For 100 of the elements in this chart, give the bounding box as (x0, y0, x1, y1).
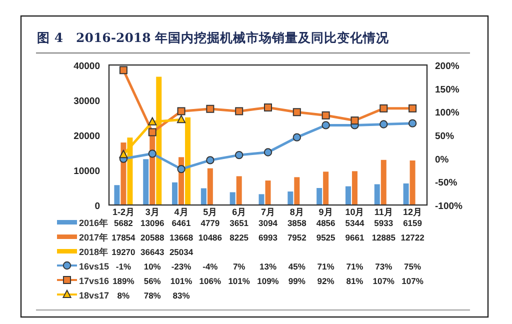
data-label: 71% (346, 262, 364, 272)
data-label: 20588 (140, 232, 164, 242)
data-label: 56% (144, 276, 162, 286)
point (148, 150, 156, 158)
data-label: 106% (199, 276, 222, 286)
bar (127, 138, 133, 205)
data-label: 107% (402, 276, 424, 286)
bar (316, 188, 322, 205)
bar (172, 182, 178, 205)
point (292, 133, 302, 142)
data-label: 13668 (169, 232, 194, 242)
data-label: 13096 (140, 218, 164, 228)
legend-label: 16vs15 (79, 262, 110, 272)
point (206, 104, 214, 113)
y2-tick-label: 0% (435, 154, 450, 166)
point (408, 104, 417, 112)
bar (185, 117, 191, 205)
data-label: 3858 (287, 218, 307, 228)
bar (200, 188, 206, 205)
data-label: 75% (404, 262, 422, 272)
data-label: -4% (202, 262, 218, 272)
point (292, 108, 301, 116)
data-label: 81% (346, 276, 364, 286)
bar (403, 183, 409, 205)
point (350, 116, 359, 125)
chart-title: 图 4 2016-2018 年国内挖掘机械市场销量及同比变化情况 (37, 30, 390, 45)
data-label: 99% (288, 276, 306, 286)
point (119, 66, 128, 74)
data-label: 5344 (345, 218, 364, 228)
point (177, 107, 186, 116)
legend-label: 2016年 (79, 218, 108, 228)
point (119, 150, 128, 158)
x-tick-label: 6月 (232, 207, 246, 217)
x-tick-label: 8月 (290, 207, 304, 217)
data-label: 6159 (403, 218, 422, 228)
data-label: 5933 (374, 218, 394, 228)
point (206, 156, 214, 164)
data-label: 7% (232, 262, 246, 272)
bar (288, 191, 294, 205)
point (234, 150, 244, 160)
y-tick-label: 0 (94, 201, 100, 212)
legend-label: 17vs16 (79, 276, 110, 286)
point (380, 120, 388, 128)
bar (236, 176, 242, 205)
data-label: 8% (117, 290, 130, 300)
data-label: -1% (116, 262, 132, 272)
point (264, 103, 272, 112)
bar (230, 192, 236, 205)
data-label: 9525 (316, 232, 336, 242)
bar (207, 168, 213, 205)
x-tick-label: 7月 (260, 207, 276, 217)
data-label: -23% (171, 262, 192, 272)
point (176, 114, 186, 124)
data-label: 6461 (172, 218, 191, 228)
data-label: 101% (228, 276, 250, 286)
y2-tick-label: 150% (435, 84, 460, 96)
data-label: 36643 (140, 247, 164, 257)
table: 2016年 5682 13096 6461 4779 3651 3094 3858 4856 5344 5933 6159 2017年 17854 20588 13668 10486 8225 6993 7952 9525 9661 12885 12722 2018年 19270 36643 25034 16vs15 -1% 10% -23% -4% 7% 13% 45% 71% 71% 73% 75% 17vs16 189% 56% 101% 106% 101% 109% 99% 92% 81% 107% 107% 18vs17 8% 78% 83% (57, 218, 424, 300)
legend-label: 2018年 (79, 247, 108, 257)
data-label: 3651 (230, 218, 249, 228)
bar (114, 185, 120, 205)
point (177, 164, 186, 174)
legend-label: 2017年 (79, 232, 108, 242)
data-label: 25034 (169, 247, 194, 257)
bar (143, 159, 149, 205)
data-label: 7952 (287, 232, 307, 242)
x-tick-label: 5月 (203, 207, 218, 217)
y-tick-label: 30000 (74, 96, 100, 107)
bar (345, 186, 351, 205)
y2-tick-label: 100% (435, 108, 460, 119)
x-tick-label: 12月 (403, 207, 422, 217)
data-label: 189% (112, 276, 135, 286)
data-label: 71% (317, 262, 335, 272)
point (148, 128, 156, 136)
point (322, 111, 330, 120)
x-tick-label: 11月 (374, 207, 393, 217)
y2-tick-label: -50% (435, 178, 458, 189)
y2-tick-label: 200% (435, 61, 460, 72)
data-label: 4779 (200, 218, 220, 228)
x-tick-label: 9月 (318, 207, 333, 217)
point (148, 117, 157, 126)
x-tick-label: 3月 (145, 207, 160, 217)
data-label: 13% (259, 262, 277, 272)
x-tick-label: 1-2月 (112, 207, 134, 217)
bar (294, 177, 300, 205)
y-tick-label: 40000 (74, 61, 100, 72)
data-label: 17854 (112, 232, 136, 242)
y2-tick-label: -100% (435, 201, 464, 212)
data-label: 78% (144, 290, 162, 300)
data-label: 83% (172, 290, 190, 300)
data-label: 12722 (400, 232, 425, 242)
point (264, 148, 272, 156)
data-label: 73% (375, 262, 393, 272)
data-label: 3094 (258, 218, 278, 228)
x-tick-label: 4月 (174, 207, 188, 217)
point (380, 104, 388, 112)
data-label: 4856 (316, 218, 336, 228)
y-tick-label: 10000 (74, 166, 100, 177)
bar (374, 184, 380, 205)
data-label: 10486 (198, 232, 222, 242)
